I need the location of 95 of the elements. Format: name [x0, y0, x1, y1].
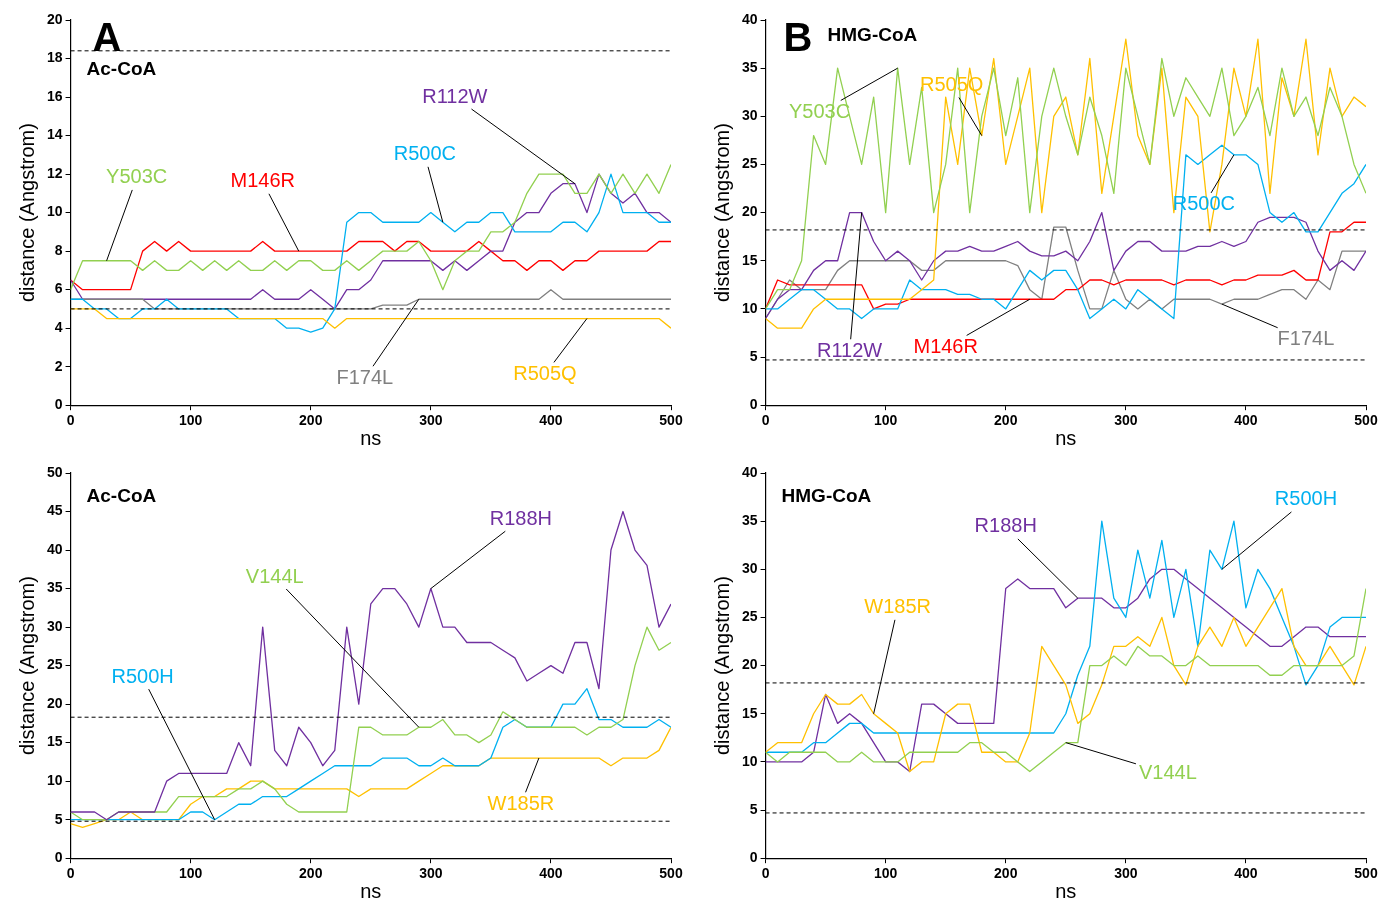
y-tick-label: 35 — [741, 59, 758, 76]
y-tick-label: 40 — [46, 540, 63, 557]
y-axis-title: distance (Angstrom) — [710, 576, 733, 756]
x-tick-label: 400 — [1234, 865, 1258, 882]
y-tick-label: 18 — [46, 49, 63, 66]
y-tick-label: 15 — [741, 704, 758, 721]
y-axis-title: distance (Angstrom) — [15, 123, 38, 303]
y-tick-label: 30 — [741, 107, 758, 124]
y-tick-label: 25 — [46, 656, 63, 673]
y-tick-label: 40 — [741, 10, 758, 27]
y-tick-label: 0 — [749, 849, 758, 866]
y-tick-label: 35 — [46, 579, 63, 596]
x-tick-label: 100 — [178, 865, 203, 882]
x-tick-label: 100 — [873, 865, 898, 882]
y-tick-label: 8 — [54, 241, 63, 258]
x-tick-label: 500 — [659, 865, 683, 882]
series-label: F174L — [1277, 327, 1335, 350]
y-tick-label: 10 — [741, 752, 758, 769]
y-tick-label: 5 — [749, 347, 758, 364]
y-tick-label: 25 — [741, 608, 758, 625]
x-tick-label: 400 — [539, 412, 563, 429]
x-tick-label: 0 — [66, 865, 75, 882]
x-tick-label: 300 — [1114, 865, 1138, 882]
x-tick-label: 200 — [299, 412, 323, 429]
y-tick-label: 2 — [54, 357, 63, 374]
text: Ac-CoA — [86, 57, 157, 79]
y-tick-label: 50 — [46, 463, 63, 480]
x-tick-label: 200 — [994, 412, 1018, 429]
text: V144L — [1138, 760, 1197, 783]
text: V144L — [245, 564, 304, 587]
y-tick-label: 6 — [54, 280, 63, 297]
x-tick-label: 200 — [299, 865, 323, 882]
y-tick-label: 16 — [46, 87, 63, 104]
x-tick-label: 200 — [994, 865, 1018, 882]
text: F174L — [336, 365, 394, 388]
text: Y503C — [106, 165, 168, 188]
y-tick-label: 30 — [46, 617, 63, 634]
y-tick-label: 14 — [46, 126, 63, 143]
text: HMG-CoA — [781, 484, 872, 506]
x-axis-title: ns — [1055, 426, 1077, 449]
text: W185R — [864, 595, 932, 618]
y-tick-label: 20 — [741, 656, 758, 673]
y-tick-label: 45 — [46, 502, 63, 519]
y-tick-label: 0 — [54, 849, 63, 866]
x-tick-label: 500 — [1354, 865, 1378, 882]
y-tick-label: 0 — [54, 396, 63, 413]
text: R500C — [393, 142, 456, 165]
text: Ac-CoA — [86, 484, 157, 506]
y-tick-label: 35 — [741, 512, 758, 529]
y-tick-label: 40 — [741, 463, 758, 480]
y-tick-label: 4 — [54, 319, 63, 336]
y-tick-label: 10 — [46, 772, 63, 789]
text: R188H — [489, 506, 553, 529]
chart-title: A — [92, 15, 122, 60]
y-tick-label: 20 — [46, 694, 63, 711]
y-axis-title: distance (Angstrom) — [710, 123, 733, 303]
x-tick-label: 400 — [1234, 412, 1258, 429]
text: R188H — [974, 514, 1037, 537]
y-tick-label: 12 — [46, 164, 63, 181]
text: M146R — [230, 169, 295, 192]
y-tick-label: 5 — [54, 810, 63, 827]
y-tick-label: 20 — [46, 10, 63, 27]
x-tick-label: 500 — [1354, 412, 1378, 429]
y-tick-label: 30 — [741, 560, 758, 577]
x-tick-label: 300 — [419, 412, 443, 429]
chart-title: B — [783, 15, 813, 60]
y-tick-label: 5 — [749, 800, 758, 817]
x-tick-label: 0 — [761, 865, 770, 882]
x-tick-label: 300 — [419, 865, 443, 882]
text: R112W — [817, 338, 883, 361]
y-tick-label: 15 — [46, 733, 63, 750]
y-tick-label: 10 — [46, 203, 63, 220]
x-tick-label: 500 — [659, 412, 683, 429]
x-tick-label: 0 — [761, 412, 770, 429]
text: R500H — [1274, 487, 1338, 510]
x-tick-label: 300 — [1114, 412, 1138, 429]
x-axis-title: ns — [360, 879, 382, 902]
x-tick-label: 0 — [66, 412, 75, 429]
y-tick-label: 15 — [741, 251, 758, 268]
x-tick-label: 100 — [873, 412, 898, 429]
text: R500H — [111, 664, 174, 687]
x-axis-title: ns — [360, 426, 382, 449]
x-tick-label: 400 — [539, 865, 563, 882]
y-tick-label: 0 — [749, 396, 758, 413]
text: R112W — [422, 84, 488, 107]
text: R505Q — [513, 361, 577, 384]
series-label: W185R — [487, 791, 555, 814]
chart-subtitle: HMG-CoA — [827, 23, 918, 45]
x-tick-label: 100 — [178, 412, 203, 429]
y-tick-label: 20 — [741, 203, 758, 220]
y-tick-label: 10 — [741, 299, 758, 316]
x-axis-title: ns — [1055, 879, 1077, 902]
y-tick-label: 25 — [741, 155, 758, 172]
series-label: M146R — [913, 334, 978, 357]
y-axis-title: distance (Angstrom) — [15, 576, 38, 756]
